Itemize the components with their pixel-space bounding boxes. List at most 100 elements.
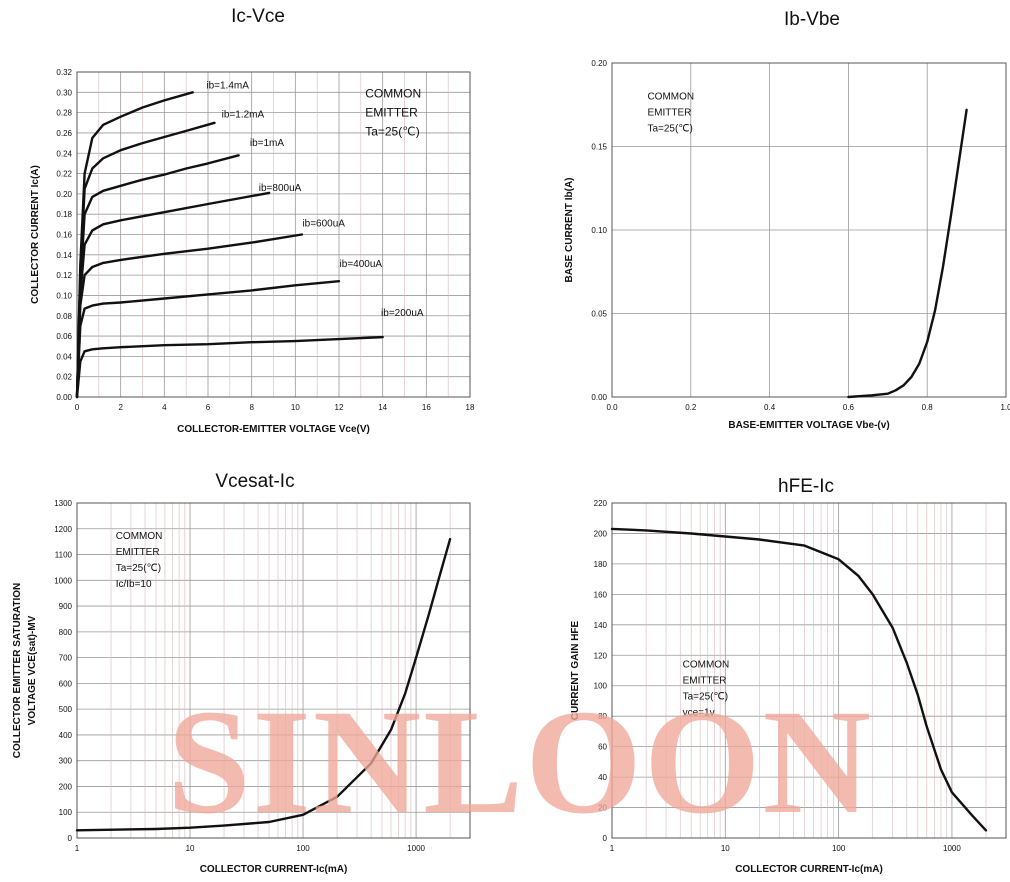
- y-tick-label: 0.28: [56, 109, 72, 118]
- y-tick-label: 180: [594, 560, 608, 569]
- x-tick-label: 1: [610, 844, 615, 853]
- y-tick-label: 40: [598, 773, 607, 782]
- x-tick-label: 12: [335, 403, 344, 412]
- x-tick-label: 0: [75, 403, 80, 412]
- y-tick-label: 0.10: [56, 291, 72, 300]
- chart-title: Vcesat-Ic: [215, 471, 294, 492]
- y-tick-label: 0.14: [56, 251, 72, 260]
- series-label: ib=200uA: [381, 308, 424, 319]
- x-tick-label: 100: [832, 844, 846, 853]
- x-tick-label: 14: [378, 403, 387, 412]
- y-tick-label: 1000: [54, 576, 72, 585]
- hfe-ic-chart: hFE-Ic 0 20 40 60 80 100 120 140 160 180 200 220 1 10 1…: [570, 476, 1007, 875]
- x-tick-label: 10: [186, 844, 195, 853]
- y-tick-label: 200: [594, 529, 608, 538]
- x-tick-label: 1.0: [1000, 403, 1010, 412]
- y-axis-label: BASE CURRENT Ib(A): [564, 178, 575, 283]
- y-tick-label: 0.04: [56, 352, 72, 361]
- y-tick-label: 0: [603, 834, 608, 843]
- x-tick-label: 10: [721, 844, 730, 853]
- y-tick-label: 0.16: [56, 231, 72, 240]
- x-axis-label: COLLECTOR CURRENT-Ic(mA): [735, 864, 883, 875]
- y-tick-label: 160: [594, 590, 608, 599]
- y-tick-label: 0.06: [56, 332, 72, 341]
- annotation-text: Ta=25(℃): [683, 691, 728, 702]
- annotation-text: Ta=25(℃): [116, 563, 161, 574]
- y-tick-label: 0.12: [56, 271, 72, 280]
- x-axis-label: COLLECTOR CURRENT-Ic(mA): [200, 864, 348, 875]
- series-label: ib=800uA: [259, 183, 302, 194]
- x-tick-label: 0.6: [843, 403, 855, 412]
- y-tick-label: 0.15: [591, 143, 607, 152]
- series-line: [75, 537, 452, 832]
- x-tick-label: 2: [118, 403, 123, 412]
- y-tick-label: 0.20: [56, 190, 72, 199]
- y-tick-label: 0.20: [591, 59, 607, 68]
- series-line: [75, 335, 384, 399]
- y-tick-label: 0.02: [56, 373, 72, 382]
- plot-frame: [76, 502, 471, 839]
- series-line: [847, 108, 968, 399]
- chart-title: hFE-Ic: [778, 476, 834, 497]
- series-line: [610, 527, 988, 832]
- x-tick-label: 6: [206, 403, 211, 412]
- plot-frame: [611, 62, 1007, 398]
- series-line: [75, 154, 240, 399]
- x-tick-label: 0.2: [685, 403, 697, 412]
- y-tick-label: 0.08: [56, 312, 72, 321]
- y-tick-label: 0.22: [56, 170, 72, 179]
- x-tick-label: 0.4: [764, 403, 776, 412]
- y-tick-label: 800: [59, 628, 73, 637]
- y-tick-label: 700: [59, 654, 73, 663]
- annotation-text: COMMON: [683, 659, 730, 670]
- y-tick-label: 100: [59, 808, 73, 817]
- annotation-text: EMITTER: [116, 547, 160, 558]
- y-tick-label: 120: [594, 651, 608, 660]
- y-tick-label: 300: [59, 757, 73, 766]
- y-tick-label: 900: [59, 602, 73, 611]
- x-tick-label: 8: [249, 403, 254, 412]
- y-tick-label: 600: [59, 679, 73, 688]
- y-tick-label: 0.26: [56, 129, 72, 138]
- series-label: ib=1.4mA: [206, 80, 249, 91]
- annotation-text: EMITTER: [365, 105, 418, 119]
- y-tick-label: 0.00: [56, 393, 72, 402]
- x-tick-label: 4: [162, 403, 167, 412]
- annotation-text: Ta=25(℃): [647, 124, 692, 135]
- y-tick-label: 1300: [54, 499, 72, 508]
- y-tick-label: 1200: [54, 525, 72, 534]
- ib-vbe-chart: Ib-Vbe 0.00 0.05 0.10 0.15 0.20 0.0 0.2 0.4 0.6 0.…: [564, 9, 1010, 431]
- y-tick-label: 1100: [55, 551, 73, 560]
- y-tick-label: 20: [598, 804, 607, 813]
- annotation-text: EMITTER: [683, 675, 727, 686]
- y-tick-label: 0.30: [56, 88, 72, 97]
- y-tick-label: 0.18: [56, 210, 72, 219]
- annotation-text: EMITTER: [647, 108, 691, 119]
- y-axis-label: CURRENT GAIN HFE: [570, 620, 581, 720]
- watermark-logo: SINLOON: [167, 679, 873, 845]
- x-tick-label: 1: [75, 844, 80, 853]
- x-tick-label: 0.0: [606, 403, 618, 412]
- plot-frame: [611, 502, 1007, 839]
- annotation-text: Ta=25(℃): [365, 124, 420, 138]
- plot-frame: [76, 71, 471, 398]
- x-axis-label: BASE-EMITTER VOLTAGE Vbe-(v): [728, 420, 889, 431]
- x-tick-label: 1000: [407, 844, 425, 853]
- y-axis-label: COLLECTOR CURRENT Ic(A): [30, 165, 41, 304]
- y-tick-label: 500: [59, 705, 73, 714]
- x-tick-label: 0.8: [922, 403, 934, 412]
- chart-title: Ib-Vbe: [784, 9, 840, 30]
- x-tick-label: 10: [291, 403, 300, 412]
- series-label: ib=400uA: [340, 259, 383, 270]
- x-axis-label: COLLECTOR-EMITTER VOLTAGE Vce(V): [177, 424, 370, 435]
- annotation-text: COMMON: [647, 92, 694, 103]
- annotation-text: COMMON: [365, 86, 421, 100]
- y-tick-label: 60: [598, 743, 607, 752]
- series-label: ib=1mA: [250, 138, 285, 149]
- y-tick-label: 0: [68, 834, 73, 843]
- annotation-text: vce=1v: [683, 707, 715, 718]
- y-tick-label: 0.05: [591, 310, 607, 319]
- series-line: [75, 233, 304, 399]
- annotation-text: COMMON: [116, 531, 163, 542]
- chart-title: Ic-Vce: [231, 6, 285, 27]
